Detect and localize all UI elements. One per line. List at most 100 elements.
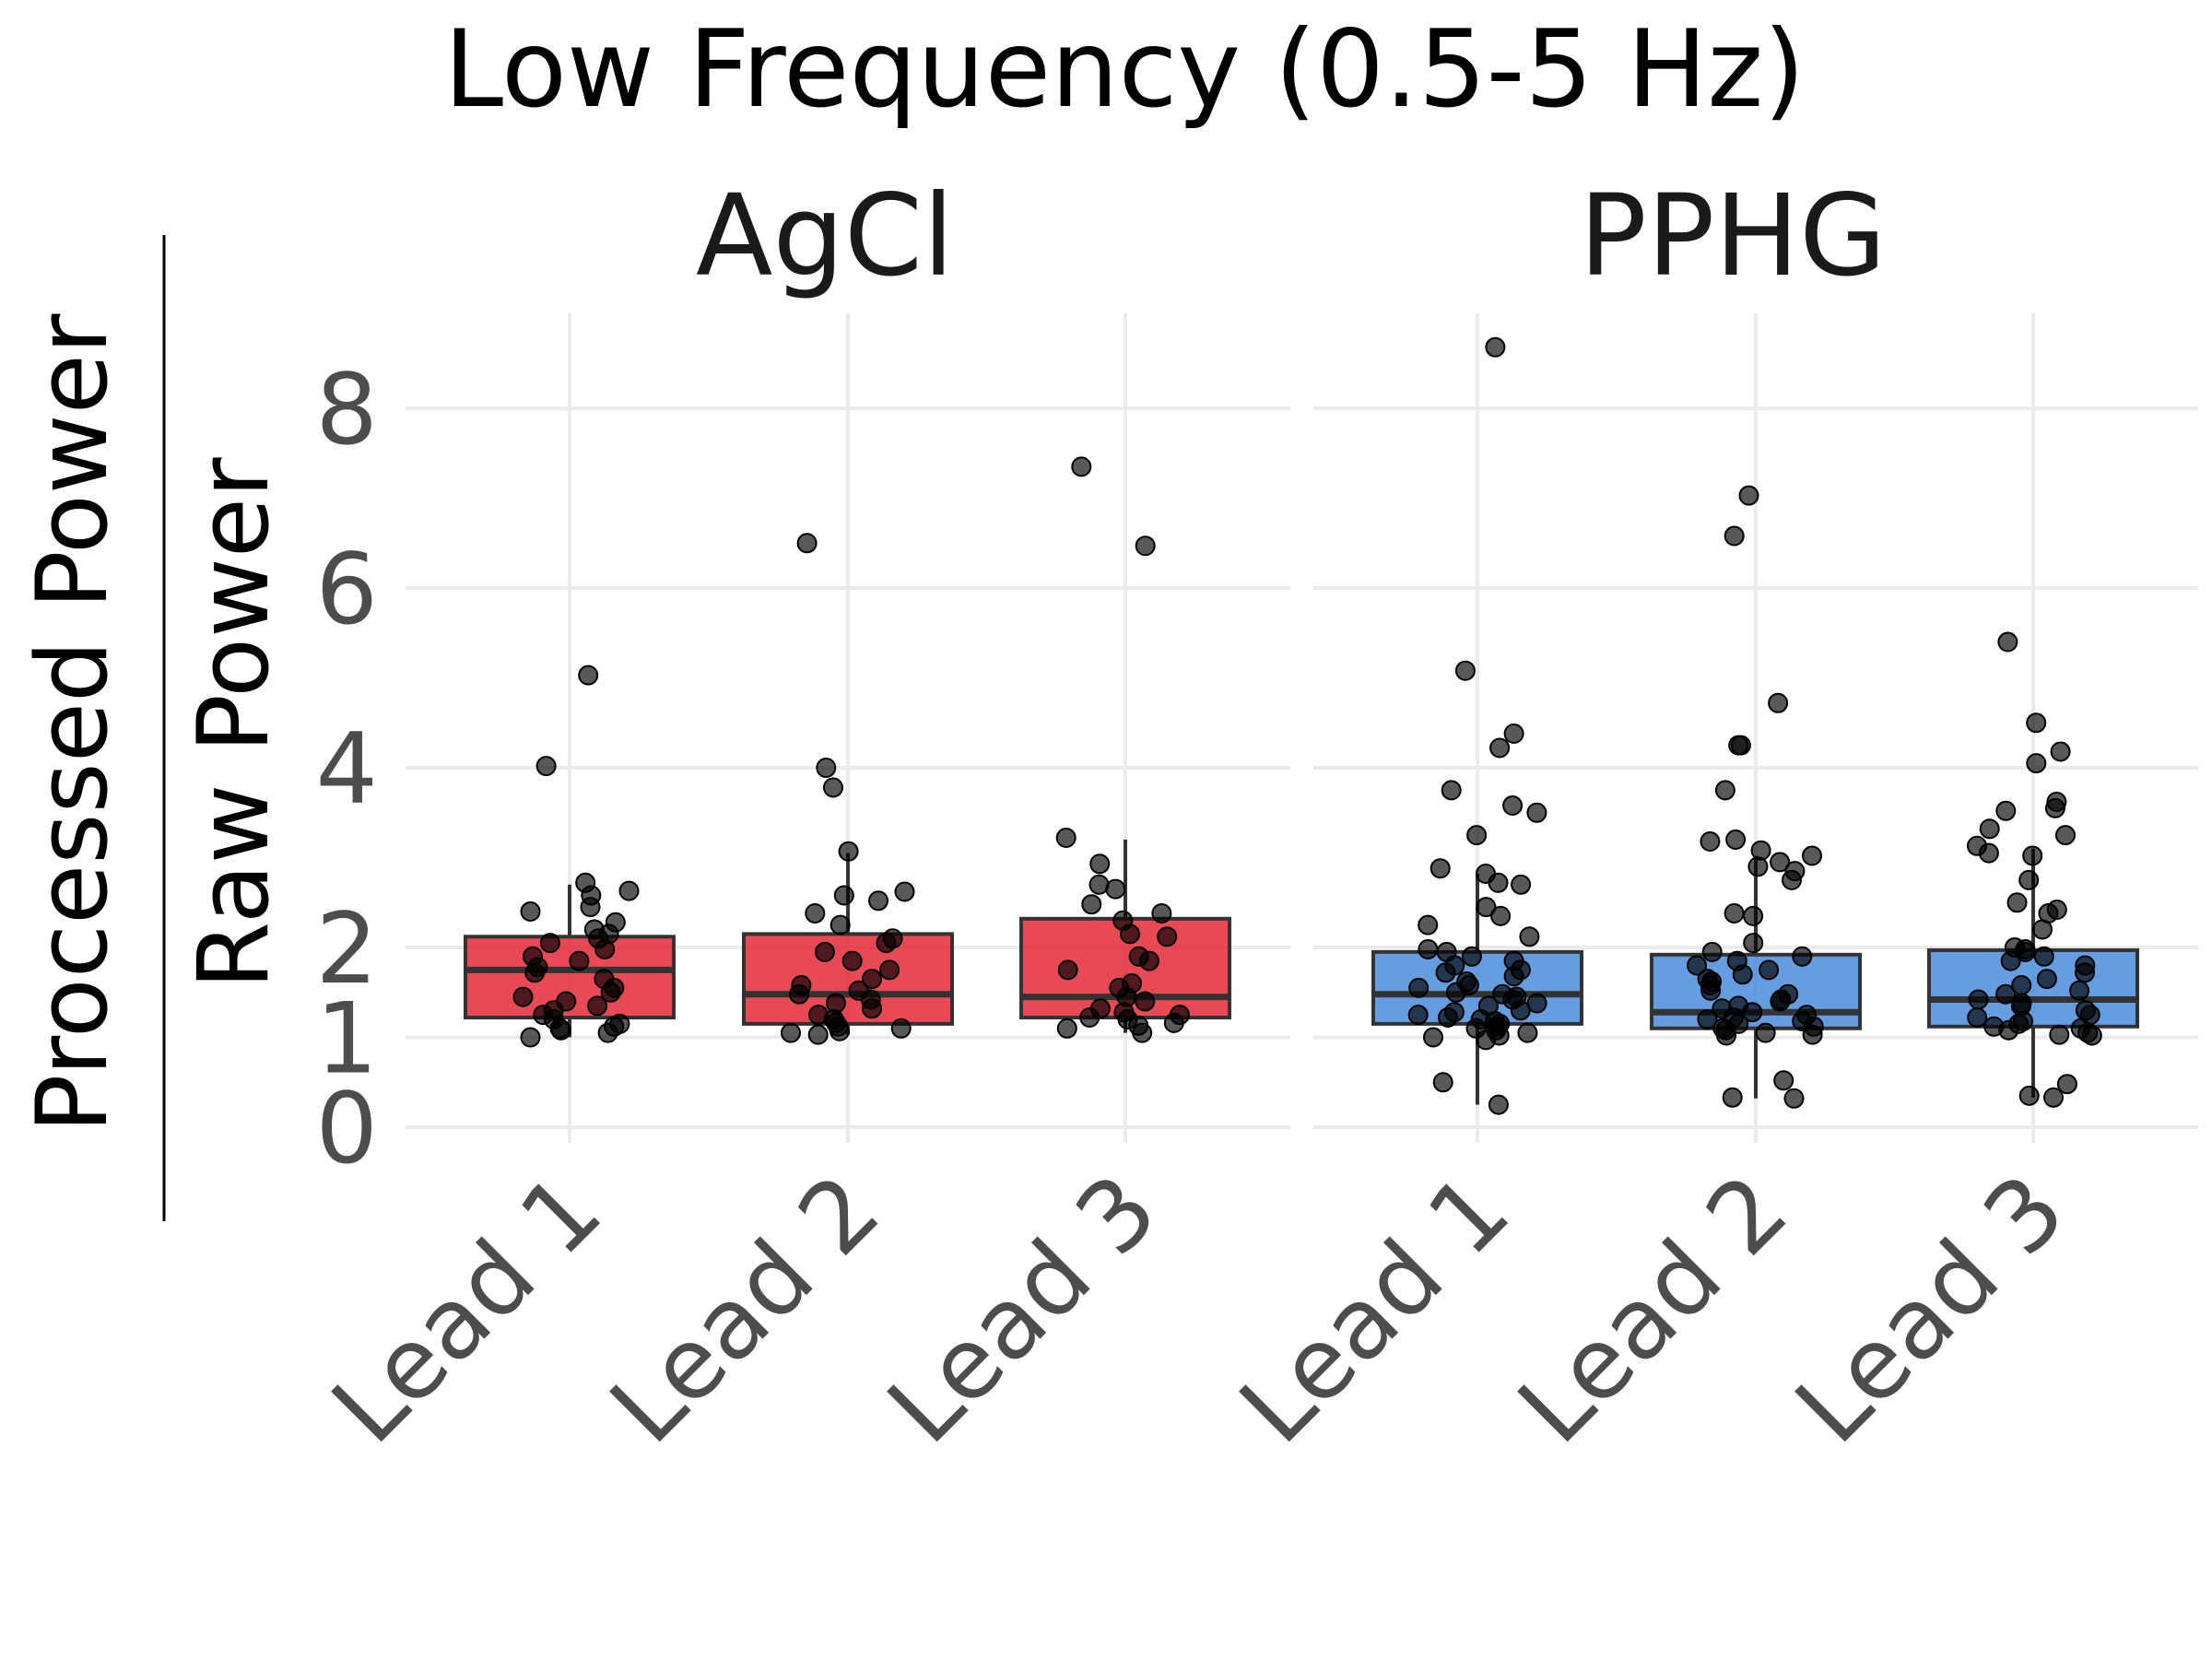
data-point: [550, 1019, 571, 1041]
data-point: [1700, 831, 1721, 852]
data-point: [1519, 926, 1540, 947]
data-point: [1768, 692, 1789, 713]
x-tick-label: Lead 3: [866, 1153, 1179, 1465]
data-point: [1747, 856, 1769, 877]
data-point: [894, 881, 915, 902]
data-point: [594, 939, 616, 959]
y-axis-label-numerator: Processed Power: [16, 313, 129, 1133]
data-point: [1432, 1072, 1453, 1093]
data-point: [2018, 869, 2040, 890]
data-point: [1503, 724, 1524, 744]
data-point: [1435, 962, 1456, 983]
data-point: [1057, 959, 1078, 981]
data-point: [1967, 1007, 1988, 1028]
box-iqr: [1927, 947, 2139, 1029]
data-point: [1792, 946, 1813, 967]
data-point: [1466, 825, 1488, 846]
data-point: [2018, 1085, 2040, 1106]
data-point: [1461, 946, 1482, 967]
data-point: [597, 1022, 618, 1043]
data-point: [600, 982, 621, 1003]
data-point: [2056, 1074, 2077, 1095]
data-point: [2069, 980, 2090, 1001]
data-point: [830, 1020, 850, 1041]
data-point: [2026, 753, 2047, 774]
data-point: [876, 933, 897, 954]
data-point: [1489, 737, 1511, 759]
data-point: [1438, 1007, 1458, 1028]
y-tick-label: 8: [316, 353, 378, 466]
box-agcl-lead-3: [1019, 456, 1231, 1043]
data-point: [1995, 800, 2017, 821]
box-agcl-lead-2: [742, 533, 954, 1045]
data-point: [1502, 795, 1524, 816]
data-point: [1441, 780, 1462, 801]
data-point: [2006, 892, 2028, 913]
data-point: [2049, 1024, 2070, 1045]
y-axis-label-denominator: Raw Power: [177, 457, 290, 990]
data-point: [1088, 874, 1110, 895]
data-point: [1802, 845, 1822, 866]
box-pphg-lead-3: [1927, 631, 2139, 1108]
y-tick-label: 0: [316, 1072, 378, 1185]
x-tick-label: Lead 3: [1774, 1153, 2087, 1465]
data-point: [2043, 1087, 2064, 1108]
data-point: [2033, 946, 2054, 967]
y-tick-label: 4: [316, 712, 378, 826]
data-point: [1503, 966, 1524, 987]
data-point: [1408, 977, 1430, 998]
data-point: [816, 758, 837, 778]
box-iqr: [742, 932, 954, 1026]
data-point: [1485, 336, 1506, 358]
facet-strip-label: AgCl: [696, 171, 954, 301]
data-point: [815, 941, 835, 962]
data-point: [862, 969, 882, 990]
data-point: [2022, 845, 2043, 866]
data-point: [1510, 1000, 1531, 1021]
data-point: [841, 950, 863, 971]
data-point: [2044, 797, 2065, 818]
data-point: [1089, 853, 1111, 875]
data-point: [805, 903, 826, 924]
data-point: [1430, 858, 1451, 879]
data-point: [1773, 1070, 1794, 1091]
data-point: [587, 995, 608, 1017]
data-point: [2015, 941, 2036, 962]
box-pphg-lead-1: [1371, 336, 1583, 1115]
data-point: [618, 880, 640, 901]
data-point: [1750, 840, 1771, 861]
data-point: [1770, 991, 1791, 1012]
x-tick-label: Lead 1: [1218, 1153, 1531, 1465]
data-point: [2081, 1025, 2102, 1046]
y-axis-ticks: 012 4 6 8: [316, 353, 378, 1185]
data-point: [1995, 983, 2017, 1005]
data-point: [1770, 852, 1791, 873]
y-tick-label: 2: [316, 892, 378, 1006]
data-point: [833, 885, 854, 906]
x-tick-label: Lead 2: [589, 1153, 901, 1465]
data-point: [1979, 818, 2000, 840]
data-point: [1738, 485, 1759, 506]
y-tick-label: 6: [316, 533, 378, 646]
data-point: [1997, 631, 2018, 653]
data-point: [1071, 456, 1092, 477]
data-point: [512, 986, 534, 1007]
data-point: [838, 841, 859, 862]
x-tick-label: Lead 2: [1497, 1153, 1809, 1465]
data-point: [1157, 926, 1178, 947]
y-axis-label: Processed Power Raw Power: [16, 235, 290, 1221]
data-point: [1743, 933, 1764, 954]
data-point: [1526, 802, 1547, 823]
data-point: [539, 933, 560, 954]
data-point: [1732, 964, 1753, 985]
data-point: [2036, 969, 2057, 990]
data-point: [569, 950, 590, 971]
data-point: [1423, 1027, 1443, 1048]
data-point: [1526, 993, 1547, 1014]
data-point: [2026, 712, 2047, 734]
data-point: [1978, 842, 1999, 864]
data-point: [1445, 982, 1466, 1003]
